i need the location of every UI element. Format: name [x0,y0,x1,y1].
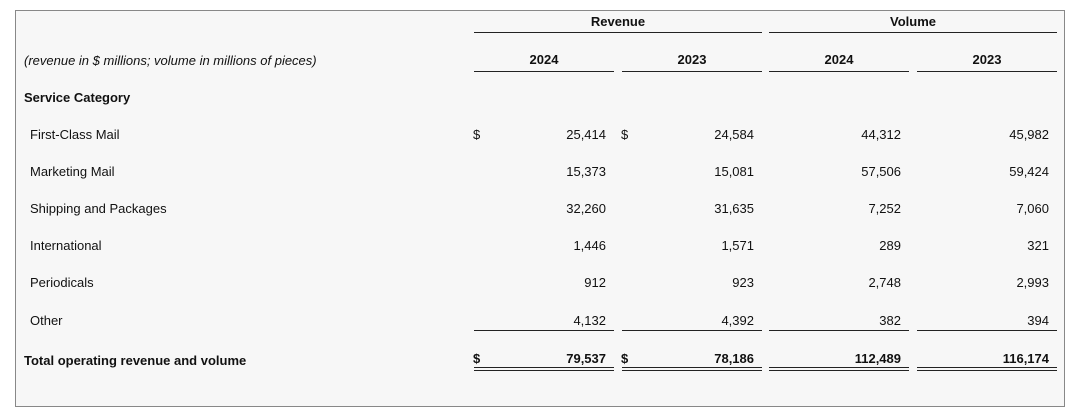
cell-revenue-2024: 1,446 [573,238,606,253]
year-header-revenue-2024: 2024 [529,52,559,67]
year-header-volume-2024: 2024 [824,52,854,67]
currency-symbol: $ [621,351,629,366]
volume-header-rule [769,32,1057,33]
cell-volume-2024: 7,252 [868,201,901,216]
cell-revenue-2023: 31,635 [714,201,754,216]
total-revenue-2023: 78,186 [714,351,754,366]
subtotal-rule [917,330,1057,331]
subtotal-rule [474,330,614,331]
total-double-rule [474,367,614,371]
cell-volume-2024: 289 [879,238,901,253]
cell-revenue-2024: 15,373 [566,164,606,179]
currency-symbol: $ [621,127,629,142]
total-double-rule [917,367,1057,371]
year-header-volume-2023: 2023 [972,52,1002,67]
cell-volume-2023: 59,424 [1009,164,1049,179]
cell-revenue-2024: 32,260 [566,201,606,216]
row-label: International [30,238,102,253]
year-rule [917,71,1057,72]
currency-symbol: $ [473,127,481,142]
cell-revenue-2024: 4,132 [573,313,606,328]
row-label: Marketing Mail [30,164,115,179]
year-rule [769,71,909,72]
year-rule [622,71,762,72]
cell-revenue-2023: 24,584 [714,127,754,142]
total-revenue-2024: 79,537 [566,351,606,366]
revenue-header: Revenue [590,14,646,29]
subtotal-rule [622,330,762,331]
total-double-rule [622,367,762,371]
year-header-revenue-2023: 2023 [677,52,707,67]
cell-volume-2023: 321 [1027,238,1049,253]
cell-volume-2024: 2,748 [868,275,901,290]
total-double-rule [769,367,909,371]
row-label: Shipping and Packages [30,201,167,216]
units-note: (revenue in $ millions; volume in millio… [24,53,317,68]
volume-header: Volume [890,14,936,29]
currency-symbol: $ [473,351,481,366]
cell-volume-2024: 57,506 [861,164,901,179]
cell-revenue-2023: 15,081 [714,164,754,179]
subtotal-rule [769,330,909,331]
row-label: First-Class Mail [30,127,120,142]
cell-volume-2023: 394 [1027,313,1049,328]
cell-revenue-2024: 25,414 [566,127,606,142]
total-volume-2024: 112,489 [854,351,901,366]
total-volume-2023: 116,174 [1002,351,1049,366]
financial-table: Revenue Volume (revenue in $ millions; v… [15,10,1065,407]
year-rule [474,71,614,72]
cell-revenue-2023: 1,571 [721,238,754,253]
cell-revenue-2023: 4,392 [721,313,754,328]
cell-volume-2023: 7,060 [1016,201,1049,216]
row-label: Other [30,313,63,328]
cell-volume-2024: 44,312 [861,127,901,142]
cell-volume-2023: 2,993 [1016,275,1049,290]
revenue-header-rule [474,32,762,33]
section-label: Service Category [24,90,131,105]
cell-revenue-2024: 912 [584,275,606,290]
cell-volume-2023: 45,982 [1009,127,1049,142]
total-label: Total operating revenue and volume [24,353,247,368]
cell-volume-2024: 382 [879,313,901,328]
cell-revenue-2023: 923 [732,275,754,290]
row-label: Periodicals [30,275,94,290]
